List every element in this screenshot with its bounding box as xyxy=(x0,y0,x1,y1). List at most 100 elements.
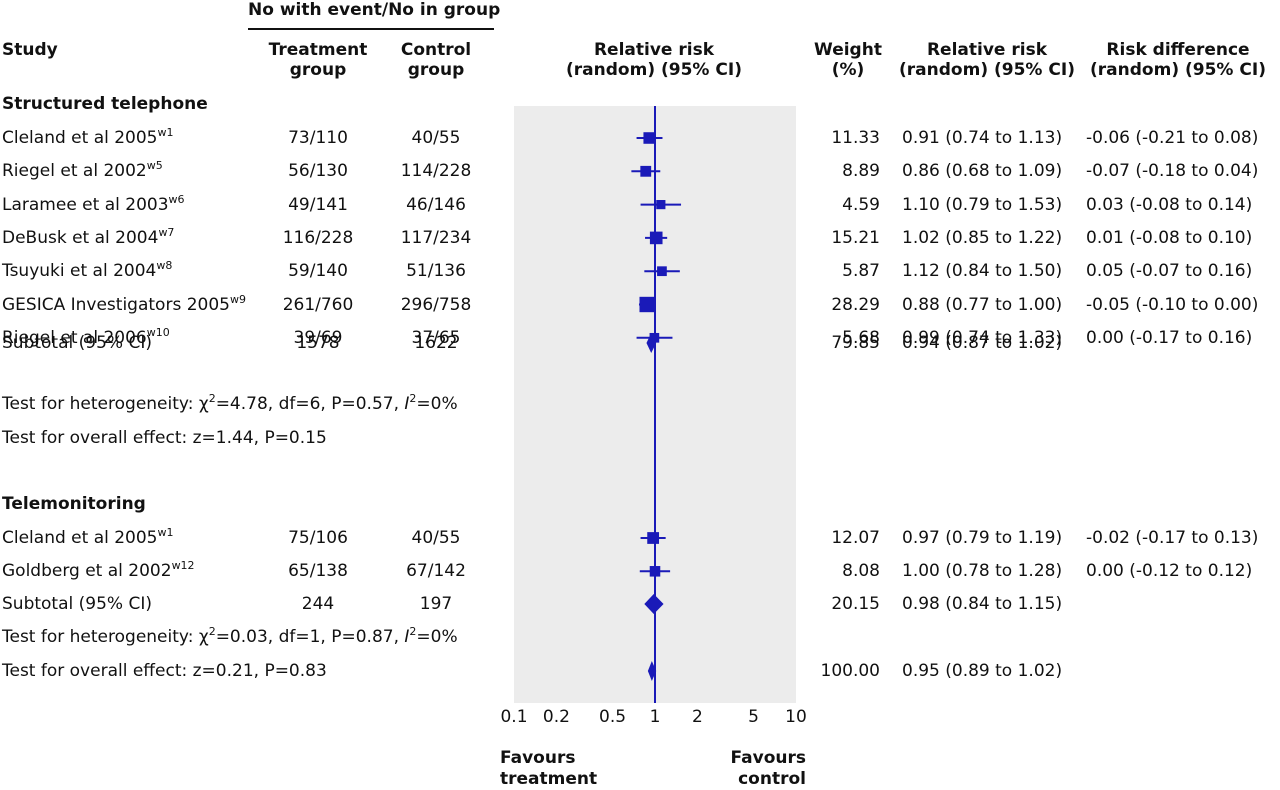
column-header-treatment-line1: Treatment xyxy=(268,40,368,60)
study-row-relative-risk: 0.99 (0.74 to 1.33) xyxy=(902,327,1063,348)
heterogeneity-text: Test for heterogeneity: χ xyxy=(2,394,209,414)
favours-treatment-line2: treatment xyxy=(500,769,598,789)
point-estimate-square xyxy=(647,532,660,544)
favours-control-line2: control xyxy=(738,769,806,789)
column-header-risk-difference: Risk difference (random) (95% CI) xyxy=(1080,40,1276,80)
study-row-name: Goldberg et al 2002w12 xyxy=(2,560,195,582)
column-header-weight-line2: (%) xyxy=(831,60,865,80)
study-row-treatment: 65/138 xyxy=(288,561,348,582)
column-header-study: Study xyxy=(2,40,58,60)
x-tick-label: 5 xyxy=(748,707,759,727)
study-row-control: 296/758 xyxy=(400,294,472,315)
study-reference: w8 xyxy=(156,259,173,273)
x-tick-label: 0.5 xyxy=(599,707,627,727)
study-row-treatment: 261/760 xyxy=(282,294,354,315)
study-row-risk-difference: -0.06 (-0.21 to 0.08) xyxy=(1086,128,1259,148)
x-tick-label: 1 xyxy=(649,707,661,727)
study-reference: w1 xyxy=(157,126,174,139)
study-row-relative-risk: 1.12 (0.84 to 1.50) xyxy=(902,261,1063,282)
study-row-treatment: 59/140 xyxy=(288,261,348,282)
point-estimate-square xyxy=(656,200,666,210)
study-row-risk-difference: 0.00 (-0.17 to 0.16) xyxy=(1086,327,1253,348)
x-tick-label: 0.1 xyxy=(500,707,528,727)
heterogeneity-text: =0% xyxy=(416,627,458,647)
point-estimate-square xyxy=(649,566,661,577)
subtotal-treatment: 244 xyxy=(301,594,335,614)
column-header-control: Control group xyxy=(366,40,506,80)
heterogeneity-i: I xyxy=(404,627,410,647)
study-row-risk-difference: -0.07 (-0.18 to 0.04) xyxy=(1086,161,1259,182)
study-row-control: 40/55 xyxy=(411,128,461,148)
study-name: Cleland et al 2005 xyxy=(2,128,158,148)
overall-weight: 100.00 xyxy=(820,661,880,681)
study-row-weight: 5.68 xyxy=(842,327,880,348)
study-name: Laramee et al 2003 xyxy=(2,194,169,215)
study-name: Goldberg et al 2002 xyxy=(2,561,172,582)
overall-effect-row: Test for overall effect: z=1.44, P=0.15 xyxy=(2,428,327,448)
group-heading-rule xyxy=(248,28,494,30)
study-reference: w5 xyxy=(146,159,163,173)
study-row-treatment: 116/228 xyxy=(282,227,354,248)
study-row-weight: 8.08 xyxy=(842,561,880,582)
study-row-risk-difference: -0.02 (-0.17 to 0.13) xyxy=(1086,528,1259,548)
heterogeneity-text: =4.78, df=6, P=0.57, xyxy=(215,394,405,414)
study-row-relative-risk: 0.88 (0.77 to 1.00) xyxy=(902,294,1063,315)
heterogeneity-i: I xyxy=(404,394,410,414)
study-row-name: Tsuyuki et al 2004w8 xyxy=(2,259,173,282)
study-row-name: Cleland et al 2005w1 xyxy=(2,126,174,148)
column-header-control-line2: group xyxy=(407,60,465,80)
heterogeneity-row: Test for heterogeneity: χ2=0.03, df=1, P… xyxy=(2,625,458,647)
study-name: Riegel et al 2006 xyxy=(2,327,147,348)
x-tick-label: 10 xyxy=(785,707,807,727)
subtotal-label: Subtotal (95% CI) xyxy=(2,333,152,353)
study-row-risk-difference: 0.00 (-0.12 to 0.12) xyxy=(1086,561,1253,582)
study-row-risk-difference: 0.05 (-0.07 to 0.16) xyxy=(1086,261,1253,282)
heterogeneity-superscript: 2 xyxy=(208,392,216,405)
study-row-relative-risk: 1.02 (0.85 to 1.22) xyxy=(902,227,1063,248)
subtotal-control: 1622 xyxy=(414,333,458,353)
group-title-structured-telephone: Structured telephone xyxy=(2,94,208,114)
subtotal-relative-risk: 0.94 (0.87 to 1.02) xyxy=(902,333,1063,353)
heterogeneity-text: =0.03, df=1, P=0.87, xyxy=(215,627,405,647)
group-title-telemonitoring: Telemonitoring xyxy=(2,494,146,514)
favours-control-line1: Favours xyxy=(730,748,806,768)
study-row-weight: 12.07 xyxy=(831,528,880,548)
study-name: Cleland et al 2005 xyxy=(2,528,158,548)
favours-control-label: Favours control xyxy=(686,748,806,790)
study-row-weight: 8.89 xyxy=(842,161,880,182)
column-header-weight: Weight (%) xyxy=(798,40,898,80)
x-tick-label: 2 xyxy=(692,707,703,727)
study-row-weight: 15.21 xyxy=(831,227,880,248)
study-reference: w9 xyxy=(229,292,246,306)
study-name: Tsuyuki et al 2004 xyxy=(2,261,157,282)
subtotal-control: 197 xyxy=(419,594,453,614)
subtotal-label: Subtotal (95% CI) xyxy=(2,594,152,614)
x-tick-label: 0.2 xyxy=(542,707,570,727)
study-row-weight: 5.87 xyxy=(842,261,880,282)
point-estimate-square xyxy=(657,266,667,277)
column-header-relative-risk-line2: (random) (95% CI) xyxy=(899,60,1075,80)
study-row-relative-risk: 1.10 (0.79 to 1.53) xyxy=(902,194,1063,215)
overall-effect-row: Test for overall effect: z=0.21, P=0.83 xyxy=(2,661,327,681)
subtotal-weight: 20.15 xyxy=(831,594,880,614)
study-reference: w10 xyxy=(146,325,170,339)
study-row-name: DeBusk et al 2004w7 xyxy=(2,227,174,248)
study-row-relative-risk: 0.97 (0.79 to 1.19) xyxy=(902,528,1063,548)
subtotal-relative-risk: 0.98 (0.84 to 1.15) xyxy=(902,594,1063,614)
study-name: DeBusk et al 2004 xyxy=(2,227,159,248)
study-row-name: Riegel et al 2006w10 xyxy=(2,325,170,348)
study-row-treatment: 73/110 xyxy=(288,128,348,148)
subtotal-diamond xyxy=(644,594,664,614)
column-header-relative-risk-line1: Relative risk xyxy=(926,40,1048,60)
heterogeneity-superscript: 2 xyxy=(208,625,216,638)
point-estimate-square xyxy=(639,296,655,313)
heterogeneity-superscript: 2 xyxy=(409,392,417,405)
study-row-relative-risk: 0.91 (0.74 to 1.13) xyxy=(902,128,1063,148)
study-name: GESICA Investigators 2005 xyxy=(2,294,230,315)
study-row-control: 51/136 xyxy=(406,261,466,282)
heterogeneity-text: Test for heterogeneity: χ xyxy=(2,627,209,647)
heterogeneity-text: =0% xyxy=(416,394,458,414)
study-row-treatment: 56/130 xyxy=(288,161,348,182)
group-heading: No with event/No in group xyxy=(248,0,501,20)
study-row-control: 67/142 xyxy=(406,561,466,582)
